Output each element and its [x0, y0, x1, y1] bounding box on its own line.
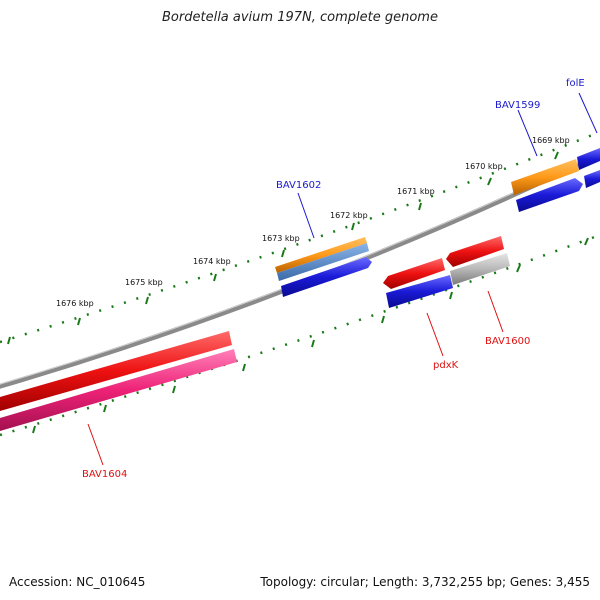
gene-label-folE: folE	[566, 78, 585, 89]
leader-BAV1600	[487, 290, 504, 333]
leader-BAV1602	[297, 192, 315, 239]
gene-arrow-red-pdxK	[383, 258, 445, 289]
gene-bar-orange-1602	[275, 237, 367, 273]
gene-bar-red-1604	[0, 331, 232, 411]
gene-bar-steel-1602	[277, 243, 369, 281]
outer-major-ticks	[7, 151, 559, 345]
inner-major-ticks	[32, 237, 589, 434]
ruler-label-1672: 1672 kbp	[330, 211, 368, 220]
ruler-label-1671: 1671 kbp	[397, 187, 435, 196]
gene-bar-blue-pdxK	[386, 275, 453, 308]
accession-text: Accession: NC_010645	[9, 575, 146, 589]
ruler-label-1675: 1675 kbp	[125, 278, 163, 287]
leader-BAV1604	[87, 423, 104, 466]
gene-bar-pink-1604	[0, 349, 237, 431]
outer-ruler	[0, 130, 600, 344]
gene-label-BAV1600: BAV1600	[485, 336, 530, 347]
gene-label-BAV1599: BAV1599	[495, 100, 540, 111]
gene-label-pdxK: pdxK	[433, 360, 459, 371]
gene-bar-blue-folE-top	[577, 148, 600, 170]
gene-arrow-blue-1599	[516, 178, 583, 212]
ruler-label-1673: 1673 kbp	[262, 234, 300, 243]
gene-label-BAV1604: BAV1604	[82, 469, 127, 480]
ruler-label-1674: 1674 kbp	[193, 257, 231, 266]
gene-bar-blue-folE-bottom	[584, 170, 600, 188]
gene-arrow-red-1600	[446, 236, 504, 267]
gene-bar-orange-1599	[511, 159, 579, 195]
ruler-label-1670: 1670 kbp	[465, 162, 503, 171]
genome-summary-text: Topology: circular; Length: 3,732,255 bp…	[260, 575, 590, 589]
leader-BAV1599	[517, 109, 538, 157]
ruler-label-1669: 1669 kbp	[532, 136, 570, 145]
gene-label-BAV1602: BAV1602	[276, 180, 321, 191]
leader-folE	[578, 92, 598, 134]
gene-arrow-blue-1602	[281, 257, 372, 297]
map-title: Bordetella avium 197N, complete genome	[162, 10, 438, 25]
leader-pdxK	[426, 312, 444, 357]
ruler-label-1676: 1676 kbp	[56, 299, 94, 308]
gene-bar-gray-1600	[450, 253, 510, 285]
